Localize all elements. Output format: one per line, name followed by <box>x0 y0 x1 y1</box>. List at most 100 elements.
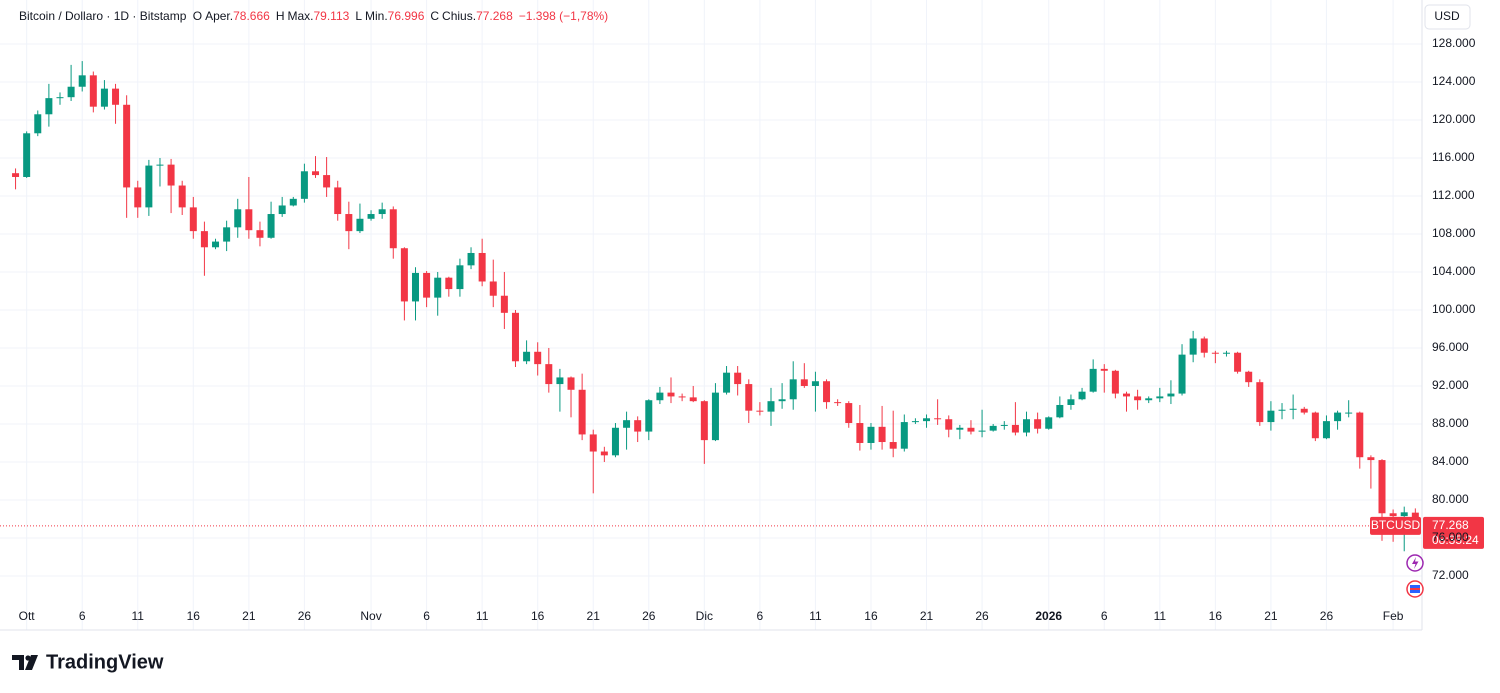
candle-body <box>1267 410 1275 423</box>
price-tag <box>1423 516 1484 549</box>
change: −1.398 (−1,78%) <box>518 9 609 23</box>
candle-body <box>489 281 497 296</box>
ohlc-key: C <box>430 9 440 23</box>
candle-body <box>156 164 164 166</box>
candle-body <box>189 207 197 232</box>
candle-body <box>756 410 764 412</box>
candle-body <box>1011 424 1019 433</box>
candle-body <box>178 185 186 208</box>
candle-body <box>411 272 419 302</box>
candle-body <box>745 384 753 411</box>
currency-button[interactable] <box>1424 4 1471 30</box>
candle-body <box>400 248 408 302</box>
x-tick-label: 16 <box>1209 609 1223 623</box>
candle-body <box>1189 338 1197 355</box>
candle-body <box>300 171 308 199</box>
ohlc-key: L <box>355 9 362 23</box>
candle-body <box>423 272 431 298</box>
ohlc-value: 78.666 <box>233 9 270 23</box>
x-tick-label: Nov <box>360 609 381 623</box>
candle-body <box>889 442 897 449</box>
candle-body <box>789 379 797 400</box>
x-tick-label: 11 <box>1154 609 1167 623</box>
ohlc-key: O <box>192 9 203 23</box>
candle-body <box>900 422 908 449</box>
brand-logo <box>12 655 38 670</box>
x-tick-label: 11 <box>809 609 822 623</box>
symbol-tag-label: BTCUSD <box>1371 518 1421 532</box>
candle-body <box>1178 354 1186 394</box>
y-tick-label: 80.000 <box>1432 492 1469 506</box>
y-tick-label: 76.000 <box>1432 530 1469 544</box>
candle-body <box>967 427 975 432</box>
ohlc-value: 79.113 <box>313 9 350 23</box>
candle-body <box>1334 412 1342 422</box>
y-tick-label: 120.000 <box>1432 112 1476 126</box>
x-tick-label: 26 <box>298 609 312 623</box>
brand-name: TradingView <box>46 651 164 673</box>
x-tick-label: 16 <box>864 609 878 623</box>
candle-body <box>945 419 953 430</box>
candle-body <box>1145 398 1153 401</box>
candle-body <box>434 277 442 298</box>
candle-body <box>1100 368 1108 371</box>
candle-body <box>145 165 153 208</box>
x-tick-label: 11 <box>132 609 145 623</box>
candle-body <box>578 389 586 435</box>
logo-glyph <box>12 655 24 670</box>
candle-body <box>956 427 964 430</box>
candle-body <box>467 252 475 266</box>
candle-body <box>500 295 508 313</box>
candle-body <box>289 198 297 206</box>
ohlc-key: H <box>275 9 285 23</box>
candle-body <box>1367 457 1375 461</box>
candle-body <box>567 377 575 390</box>
candle-body <box>56 97 64 99</box>
candle-body <box>678 396 686 398</box>
candle-body <box>1322 421 1330 439</box>
candles <box>12 61 1419 552</box>
candle-body <box>511 312 519 362</box>
candle-body <box>1256 382 1264 423</box>
x-tick-label: 21 <box>587 609 601 623</box>
ohlc-label: Chius. <box>442 9 477 23</box>
candle-body <box>645 400 653 432</box>
candle-body <box>1045 417 1053 429</box>
candle-body <box>1023 419 1031 433</box>
candle-body <box>556 377 564 385</box>
candle-body <box>334 187 342 215</box>
symbol-tag <box>1370 516 1421 535</box>
candle-body <box>1345 412 1353 414</box>
candle-body <box>1000 424 1008 426</box>
candle-body <box>112 88 120 105</box>
candle-body <box>711 392 719 441</box>
candle-body <box>200 231 208 248</box>
candle-body <box>312 171 320 176</box>
y-tick-label: 72.000 <box>1432 568 1469 582</box>
candle-body <box>1356 412 1364 458</box>
candle-body <box>1300 408 1308 413</box>
candle-body <box>267 214 275 238</box>
x-tick-label: 26 <box>975 609 989 623</box>
x-tick-label: Feb <box>1383 609 1404 623</box>
candle-body <box>34 114 42 134</box>
candle-body <box>1034 419 1042 429</box>
candle-body <box>734 372 742 385</box>
candle-body <box>1134 396 1142 401</box>
candle-body <box>656 392 664 401</box>
y-tick-label: 84.000 <box>1432 454 1469 468</box>
ohlc-label: Aper. <box>205 9 234 23</box>
candle-body <box>245 209 253 231</box>
candle-body <box>367 214 375 219</box>
candle-body <box>100 88 108 107</box>
candle-body <box>1289 408 1297 410</box>
candle-body <box>89 75 97 107</box>
y-tick-label: 124.000 <box>1432 74 1476 88</box>
logo-glyph <box>25 655 38 670</box>
x-tick-label: 2026 <box>1035 609 1062 623</box>
candle-body <box>1311 412 1319 439</box>
candle-body <box>45 98 53 115</box>
ohlc-label: Max. <box>287 9 314 23</box>
x-tick-label: Ott <box>19 609 36 623</box>
